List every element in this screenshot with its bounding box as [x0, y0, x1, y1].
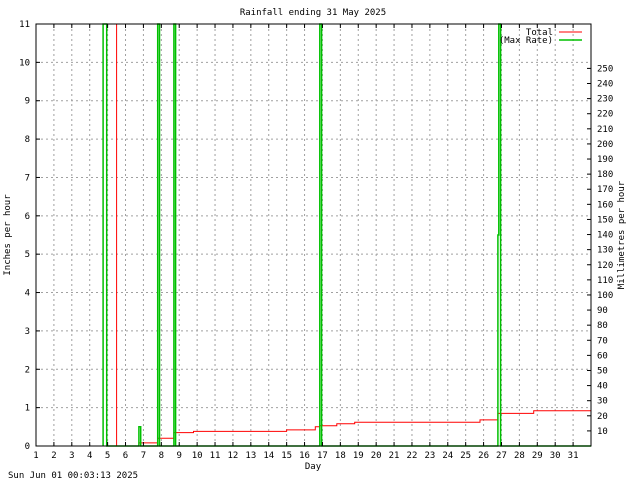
- y2-tick-label: 140: [597, 231, 613, 241]
- x-tick-label: 12: [228, 451, 239, 461]
- x-tick-label: 14: [263, 451, 274, 461]
- axis-ticks: 1 2 3 4 5 6 7 8 9 10 11 12 13 14 15 16 17 18 19 20 21 22 23 24 2…: [19, 20, 613, 461]
- x-axis-label: Day: [305, 462, 322, 472]
- x-tick-label: 29: [532, 451, 543, 461]
- y2-tick-label: 240: [597, 80, 613, 90]
- x-tick-label: 10: [192, 451, 203, 461]
- legend-label-total: Total: [526, 28, 553, 38]
- x-tick-label: 4: [87, 451, 92, 461]
- y-axis-label: Inches per hour: [3, 194, 13, 276]
- y2-tick-label: 220: [597, 110, 613, 120]
- y2-tick-label: 100: [597, 291, 613, 301]
- y2-tick-label: 190: [597, 155, 613, 165]
- x-tick-label: 13: [245, 451, 256, 461]
- legend-label-max-rate: (Max Rate): [499, 36, 553, 46]
- y2-tick-label: 150: [597, 215, 613, 225]
- y2-tick-label: 30: [597, 397, 608, 407]
- x-tick-label: 20: [371, 451, 382, 461]
- series-line-max-rate: [102, 23, 591, 447]
- x-tick-label: 31: [568, 451, 579, 461]
- x-tick-label: 24: [442, 451, 453, 461]
- y2-tick-label: 20: [597, 412, 608, 422]
- x-tick-label: 26: [478, 451, 489, 461]
- x-tick-label: 8: [159, 451, 164, 461]
- y2-tick-label: 230: [597, 95, 613, 105]
- y-tick-label: 10: [19, 58, 30, 68]
- x-tick-label: 6: [123, 451, 128, 461]
- y-tick-label: 0: [25, 442, 30, 452]
- x-tick-label: 22: [407, 451, 418, 461]
- x-tick-label: 15: [281, 451, 292, 461]
- x-tick-label: 9: [177, 451, 182, 461]
- y2-tick-label: 40: [597, 382, 608, 392]
- y-tick-label: 4: [25, 289, 30, 299]
- y2-tick-label: 70: [597, 336, 608, 346]
- x-tick-label: 11: [210, 451, 221, 461]
- y-tick-label: 8: [25, 135, 30, 145]
- y-tick-label: 3: [25, 327, 30, 337]
- x-tick-label: 1: [33, 451, 38, 461]
- y2-tick-label: 50: [597, 366, 608, 376]
- x-tick-label: 28: [514, 451, 525, 461]
- x-tick-label: 30: [550, 451, 561, 461]
- y2-tick-label: 120: [597, 261, 613, 271]
- x-tick-label: 18: [335, 451, 346, 461]
- x-tick-label: 3: [69, 451, 74, 461]
- timestamp-footer: Sun Jun 01 00:03:13 2025: [8, 471, 138, 480]
- x-tick-label: 17: [317, 451, 328, 461]
- y2-axis-label: Millimetres per hour: [617, 180, 627, 289]
- x-tick-label: 2: [51, 451, 56, 461]
- y2-tick-label: 10: [597, 427, 608, 437]
- y2-tick-label: 60: [597, 351, 608, 361]
- grid-lines: [35, 24, 591, 446]
- y2-tick-label: 180: [597, 170, 613, 180]
- x-tick-label: 7: [141, 451, 146, 461]
- series-lines: [102, 23, 591, 447]
- y-tick-label: 2: [25, 365, 30, 375]
- x-tick-label: 21: [389, 451, 400, 461]
- y2-tick-label: 210: [597, 125, 613, 135]
- y-tick-label: 9: [25, 97, 30, 107]
- legend: Total (Max Rate): [499, 28, 582, 46]
- y2-tick-label: 90: [597, 306, 608, 316]
- x-tick-label: 5: [105, 451, 110, 461]
- x-tick-label: 23: [424, 451, 435, 461]
- y-tick-label: 11: [19, 20, 30, 30]
- x-tick-label: 16: [299, 451, 310, 461]
- y2-tick-label: 200: [597, 140, 613, 150]
- y-tick-label: 1: [25, 404, 30, 414]
- y2-tick-label: 110: [597, 276, 613, 286]
- y-tick-label: 6: [25, 212, 30, 222]
- y2-tick-label: 130: [597, 246, 613, 256]
- x-tick-label: 25: [460, 451, 471, 461]
- y2-tick-label: 80: [597, 321, 608, 331]
- y-tick-label: 5: [25, 250, 30, 260]
- chart-title: Rainfall ending 31 May 2025: [240, 8, 386, 18]
- y-tick-label: 7: [25, 173, 30, 183]
- y2-tick-label: 170: [597, 185, 613, 195]
- plot-frame: [35, 23, 592, 447]
- x-tick-label: 19: [353, 451, 364, 461]
- y2-tick-label: 250: [597, 64, 613, 74]
- x-tick-label: 27: [496, 451, 507, 461]
- y2-tick-label: 160: [597, 200, 613, 210]
